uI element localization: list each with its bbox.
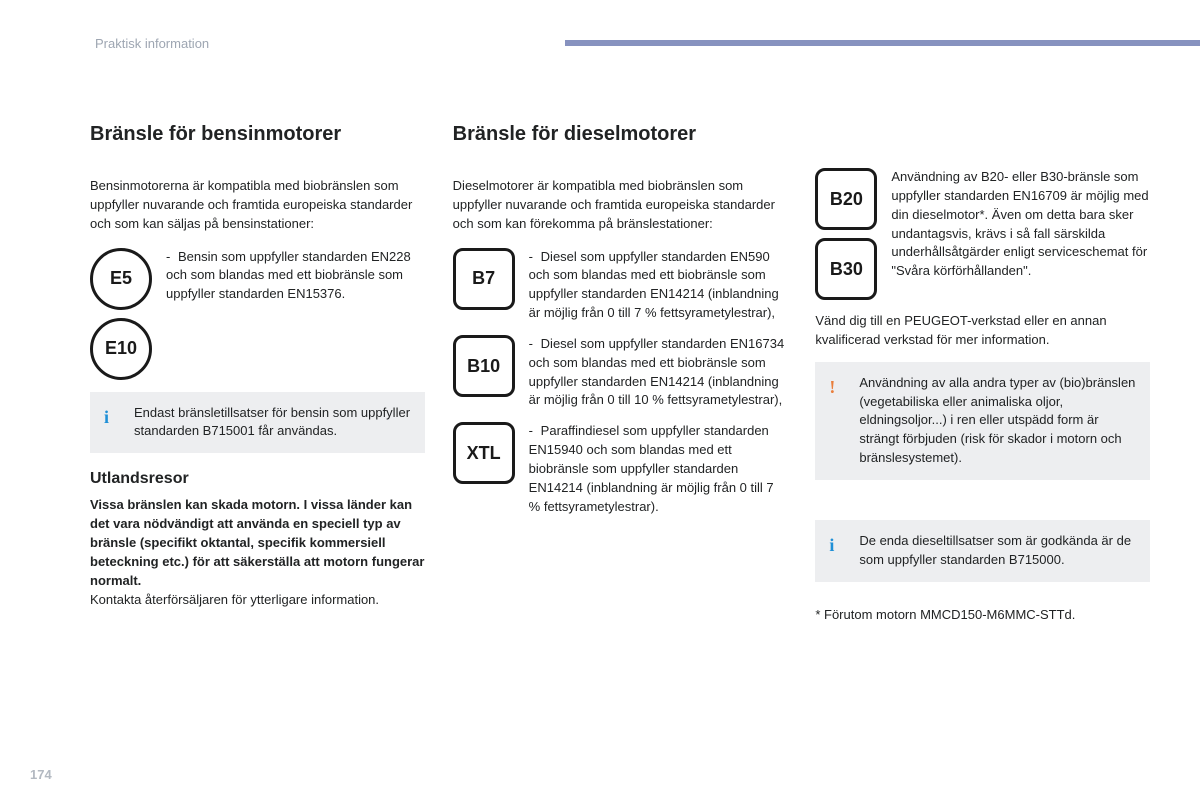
- diesel-desc-b20-b30: Användning av B20- eller B30-bränsle som…: [891, 168, 1150, 281]
- fuel-symbol-b7: B7: [453, 248, 515, 310]
- petrol-title: Bränsle för bensinmotorer: [90, 120, 425, 149]
- fuel-symbol-b20: B20: [815, 168, 877, 230]
- section-header: Praktisk information: [95, 36, 209, 51]
- diesel-title: Bränsle för dieselmotorer: [453, 120, 788, 149]
- diesel-row-xtl: XTL -Paraffindiesel som uppfyller standa…: [453, 422, 788, 516]
- diesel-row-b10: B10 -Diesel som uppfyller standarden EN1…: [453, 335, 788, 410]
- petrol-info-note: i Endast bränsletillsatser för bensin so…: [90, 392, 425, 454]
- petrol-desc-text: Bensin som uppfyller standarden EN228 oc…: [166, 249, 411, 302]
- abroad-text: Vissa bränslen kan skada motorn. I vissa…: [90, 496, 425, 609]
- diesel-desc-b10: -Diesel som uppfyller standarden EN16734…: [529, 335, 788, 410]
- fuel-symbol-xtl: XTL: [453, 422, 515, 484]
- petrol-desc: -Bensin som uppfyller standarden EN228 o…: [166, 248, 425, 305]
- petrol-symbol-row: E5 E10 -Bensin som uppfyller standarden …: [90, 248, 425, 380]
- diesel-row-b20-b30: B20 B30 Användning av B20- eller B30-brä…: [815, 168, 1150, 300]
- diesel-warning-note: ! Användning av alla andra typer av (bio…: [815, 362, 1150, 480]
- abroad-bold: Vissa bränslen kan skada motorn. I vissa…: [90, 497, 424, 587]
- diesel-info-note: i De enda dieseltillsatser som är godkän…: [815, 520, 1150, 582]
- header-accent-bar: [565, 40, 1200, 46]
- diesel-desc-xtl: -Paraffindiesel som uppfyller standarden…: [529, 422, 788, 516]
- petrol-symbol-stack: E5 E10: [90, 248, 152, 380]
- b20-b30-stack: B20 B30: [815, 168, 877, 300]
- fuel-symbol-b30: B30: [815, 238, 877, 300]
- workshop-para: Vänd dig till en PEUGEOT-verkstad eller …: [815, 312, 1150, 350]
- diesel-info-text: De enda dieseltillsatser som är godkända…: [859, 533, 1131, 567]
- page-number: 174: [30, 767, 52, 782]
- content-columns: Bränsle för bensinmotorer Bensinmotorern…: [90, 120, 1150, 624]
- column-petrol: Bränsle för bensinmotorer Bensinmotorern…: [90, 120, 425, 624]
- footnote: * Förutom motorn MMCD150-M6MMC-STTd.: [815, 606, 1150, 625]
- diesel-desc-b7: -Diesel som uppfyller standarden EN590 o…: [529, 248, 788, 323]
- column-diesel: Bränsle för dieselmotorer Dieselmotorer …: [453, 120, 788, 624]
- diesel-row-b7: B7 -Diesel som uppfyller standarden EN59…: [453, 248, 788, 323]
- petrol-intro: Bensinmotorerna är kompatibla med biobrä…: [90, 177, 425, 234]
- abroad-title: Utlandsresor: [90, 467, 425, 490]
- diesel-warning-text: Användning av alla andra typer av (bio)b…: [859, 375, 1135, 465]
- info-icon: i: [829, 532, 834, 558]
- column-diesel-extra: B20 B30 Användning av B20- eller B30-brä…: [815, 120, 1150, 624]
- fuel-symbol-e5: E5: [90, 248, 152, 310]
- warning-icon: !: [829, 374, 835, 400]
- info-icon: i: [104, 404, 109, 430]
- fuel-symbol-e10: E10: [90, 318, 152, 380]
- fuel-symbol-b10: B10: [453, 335, 515, 397]
- abroad-rest: Kontakta återförsäljaren för ytterligare…: [90, 592, 379, 607]
- diesel-intro: Dieselmotorer är kompatibla med biobräns…: [453, 177, 788, 234]
- petrol-info-text: Endast bränsletillsatser för bensin som …: [134, 405, 410, 439]
